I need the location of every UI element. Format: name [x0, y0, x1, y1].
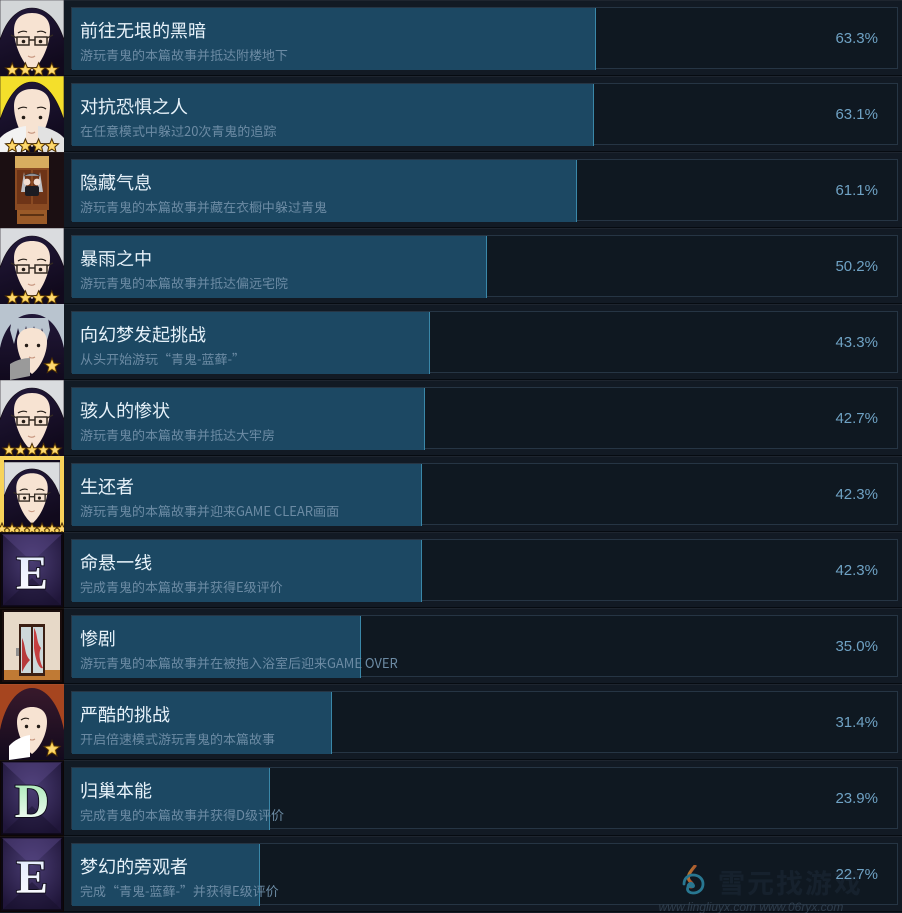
svg-text:D: D: [15, 775, 50, 828]
svg-text:E: E: [16, 851, 48, 904]
svg-text:E: E: [16, 547, 48, 600]
